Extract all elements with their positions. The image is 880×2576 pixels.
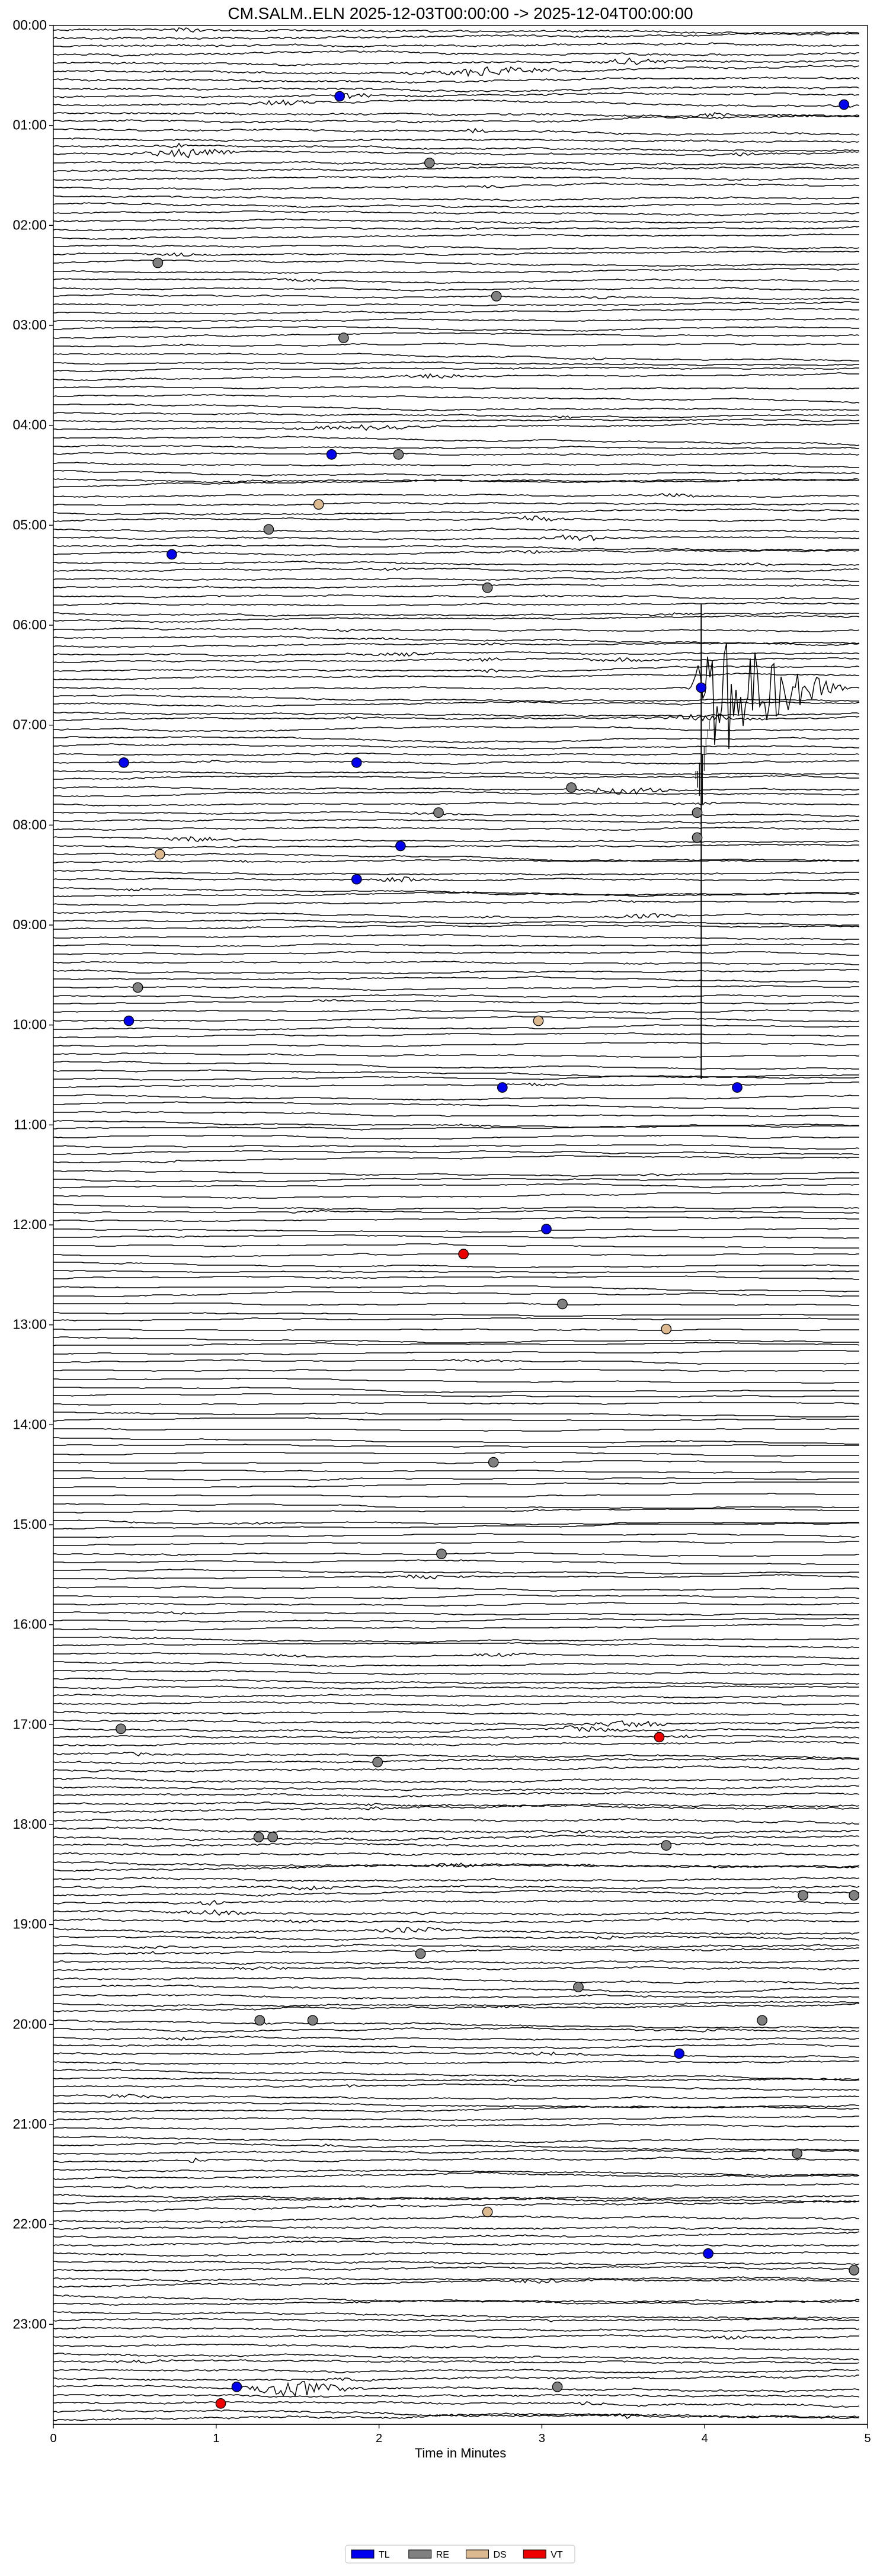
- svg-text:VT: VT: [551, 2550, 563, 2560]
- svg-text:4: 4: [702, 2432, 708, 2445]
- svg-text:22:00: 22:00: [12, 2216, 47, 2232]
- svg-text:04:00: 04:00: [12, 417, 47, 433]
- svg-text:15:00: 15:00: [12, 1516, 47, 1532]
- svg-text:01:00: 01:00: [12, 117, 47, 133]
- svg-text:5: 5: [864, 2432, 871, 2445]
- svg-text:09:00: 09:00: [12, 917, 47, 932]
- svg-text:16:00: 16:00: [12, 1617, 47, 1632]
- svg-text:11:00: 11:00: [14, 1116, 47, 1132]
- svg-text:2: 2: [376, 2432, 382, 2445]
- svg-text:12:00: 12:00: [12, 1217, 47, 1232]
- svg-text:23:00: 23:00: [12, 2316, 47, 2331]
- svg-text:06:00: 06:00: [12, 617, 47, 632]
- svg-text:02:00: 02:00: [12, 217, 47, 232]
- svg-text:3: 3: [539, 2432, 545, 2445]
- svg-text:10:00: 10:00: [12, 1017, 47, 1032]
- svg-text:TL: TL: [379, 2550, 390, 2560]
- svg-text:RE: RE: [436, 2550, 449, 2560]
- svg-text:08:00: 08:00: [12, 817, 47, 832]
- svg-text:20:00: 20:00: [12, 2016, 47, 2031]
- svg-text:00:00: 00:00: [12, 17, 47, 33]
- svg-text:03:00: 03:00: [12, 317, 47, 332]
- svg-text:07:00: 07:00: [12, 717, 47, 732]
- svg-text:DS: DS: [494, 2550, 507, 2560]
- svg-text:05:00: 05:00: [12, 517, 47, 532]
- svg-text:17:00: 17:00: [12, 1716, 47, 1732]
- svg-text:1: 1: [213, 2432, 219, 2445]
- svg-text:21:00: 21:00: [12, 2116, 47, 2132]
- svg-text:0: 0: [50, 2432, 56, 2445]
- svg-text:18:00: 18:00: [12, 1816, 47, 1832]
- svg-text:13:00: 13:00: [12, 1317, 47, 1332]
- svg-text:19:00: 19:00: [12, 1916, 47, 1932]
- svg-text:14:00: 14:00: [12, 1416, 47, 1432]
- svg-text:Time in Minutes: Time in Minutes: [415, 2446, 506, 2460]
- svg-text:CM.SALM..ELN 2025-12-03T00:00: CM.SALM..ELN 2025-12-03T00:00:00 -> 2025…: [228, 4, 693, 23]
